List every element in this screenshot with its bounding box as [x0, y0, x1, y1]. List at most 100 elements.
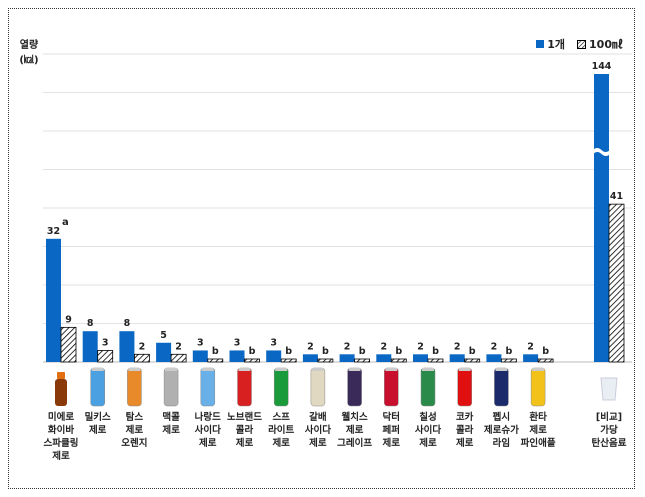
category-label-line: 환타 — [529, 412, 547, 423]
y-axis-title: 열량 (㎉) — [14, 38, 44, 68]
legend-label: 100㎖ — [589, 38, 623, 51]
category-label: 코카 콜라 제로 — [439, 411, 491, 450]
data-label-per-100ml: 3 — [102, 337, 109, 348]
data-label-per-100ml: 9 — [65, 314, 72, 325]
data-label-per-can: 2 — [307, 341, 314, 352]
y-axis-label: 열량 — [19, 40, 39, 51]
category-label-line: 코카 — [455, 412, 474, 423]
y-axis-unit: (㎉) — [19, 55, 39, 66]
data-label-per-100ml: b — [212, 346, 219, 357]
axis-break-mark — [593, 148, 610, 156]
product-can-icon — [347, 367, 362, 407]
category-label-line: 제로슈가 — [483, 425, 519, 436]
bar-per-can — [46, 238, 61, 362]
category-label: [비교] 가당 탄산음료 — [583, 411, 635, 450]
category-label-line: 콜라 — [235, 425, 254, 436]
bar-per-can — [486, 354, 502, 362]
category-label: 나랑드 사이다 제로 — [182, 411, 234, 450]
data-label-per-can: 8 — [124, 318, 131, 329]
data-label-per-can: 2 — [380, 341, 387, 352]
bar-per-can — [594, 74, 609, 362]
product-glass-icon — [600, 377, 618, 401]
category-label-line: 스프 — [272, 412, 290, 423]
category-label: 탐스 제로 오렌지 — [108, 411, 160, 450]
product-can-lid-icon — [348, 368, 361, 371]
bar-per-can — [266, 350, 282, 362]
legend-label: 1개 — [547, 38, 566, 51]
category-label-line: 파인애플 — [520, 438, 556, 449]
product-can-icon — [530, 367, 546, 407]
product-can-lid-icon — [532, 368, 545, 371]
bar-per-100ml — [170, 353, 187, 363]
category-label: 노브랜드 콜라 제로 — [219, 411, 271, 450]
product-can-icon — [384, 367, 399, 407]
data-label-per-can: 2 — [344, 341, 351, 352]
data-label-per-100ml: 41 — [610, 191, 623, 202]
bar-per-100ml — [608, 203, 625, 363]
product-can-lid-icon — [165, 368, 178, 371]
category-label-line: 제로 — [272, 438, 290, 449]
category-label-line: 스파클링 — [43, 438, 79, 449]
data-label-per-100ml: b — [505, 346, 512, 357]
data-label-per-can: 32 — [47, 226, 60, 237]
legend-item-per-100ml: 100㎖ — [577, 36, 623, 52]
bar-per-can — [119, 331, 135, 362]
product-can-lid-icon — [458, 368, 471, 371]
category-label: 미에로 화이바 스파클링 제로 — [35, 411, 87, 463]
category-label-line: 그레이프 — [337, 438, 373, 449]
data-label-per-100ml: b — [542, 346, 549, 357]
category-label-line: 나랑드 — [194, 412, 221, 423]
bar-per-100ml — [390, 358, 407, 363]
product-bottle-icon — [57, 372, 65, 379]
product-can-lid-icon — [275, 368, 288, 371]
product-can-icon — [163, 367, 179, 407]
bar-per-100ml — [60, 326, 77, 363]
bar-per-100ml — [537, 358, 554, 363]
data-label-per-100ml: 2 — [175, 341, 182, 352]
category-label-line: 제로 — [52, 451, 70, 462]
category-label-line: 라이트 — [268, 425, 295, 436]
data-label-per-100ml: b — [285, 346, 292, 357]
bar-per-100ml — [354, 358, 371, 363]
bar-per-can — [449, 354, 465, 362]
data-label-per-100ml: b — [469, 346, 476, 357]
category-label-line: 제로 — [382, 438, 401, 449]
bar-per-can — [192, 350, 208, 362]
product-can-lid-icon — [91, 368, 104, 371]
category-label-line: 화이바 — [47, 425, 75, 436]
category-label-line: 제로 — [199, 438, 217, 449]
product-can-icon — [127, 367, 142, 407]
category-label-line: 닥터 — [382, 412, 401, 423]
product-can-lid-icon — [201, 368, 214, 371]
product-can-icon — [310, 367, 326, 407]
legend-item-per-can: 1개 — [536, 36, 565, 52]
category-label: 닥터 페퍼 제로 — [365, 411, 417, 450]
data-label-per-100ml: b — [359, 346, 366, 357]
category-label-line: 오렌지 — [121, 438, 148, 449]
annotation-superscript: a — [62, 217, 69, 228]
category-label-line: 제로 — [235, 438, 254, 449]
category-label: 갈배 사이다 제로 — [292, 411, 344, 450]
bar-per-can — [302, 354, 318, 362]
data-label-per-can: 2 — [491, 341, 498, 352]
bar-per-100ml — [133, 353, 150, 363]
category-label: 밀키스 제로 — [72, 411, 124, 437]
product-can-icon — [200, 367, 216, 407]
product-can-lid-icon — [385, 368, 398, 371]
product-can-icon — [237, 367, 252, 407]
data-label-per-can: 3 — [270, 337, 277, 348]
category-label-line: 칠성 — [419, 412, 437, 423]
bar-per-100ml — [464, 358, 481, 363]
category-label: 맥콜 제로 — [145, 411, 197, 437]
category-label-line: 제로 — [419, 438, 437, 449]
category-label-line: 사이다 — [414, 425, 442, 436]
data-label-per-100ml: b — [432, 346, 439, 357]
bar-per-can — [156, 342, 172, 362]
category-label-line: 제로 — [345, 425, 364, 436]
category-label: 환타 제로 파인애플 — [512, 411, 564, 450]
bar-per-100ml — [427, 358, 444, 363]
category-label-line: 가당 — [600, 425, 618, 436]
category-label: 웰치스 제로 그레이프 — [329, 411, 381, 450]
